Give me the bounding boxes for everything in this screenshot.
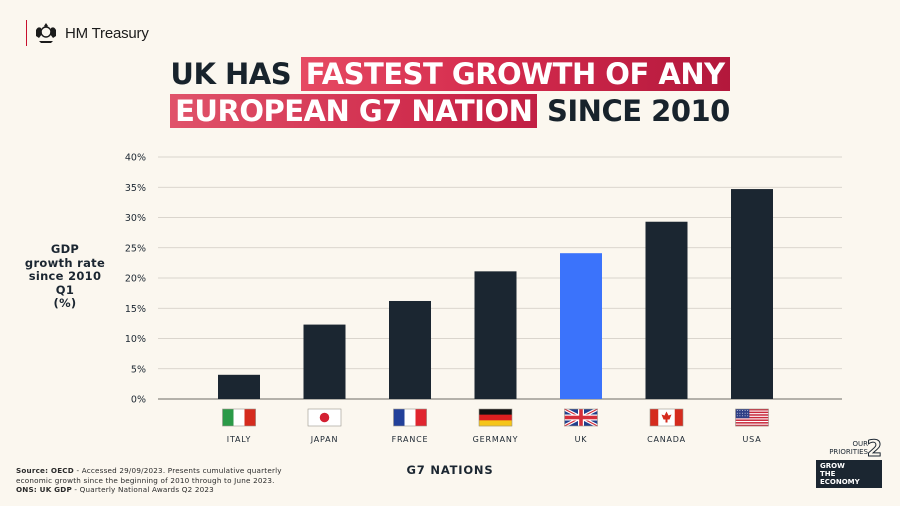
- x-tick-label: FRANCE: [392, 435, 429, 444]
- x-tick-label: CANADA: [647, 435, 686, 444]
- badge-line: GROW: [820, 462, 845, 470]
- japan-flag-icon: [307, 408, 342, 427]
- x-tick-label: JAPAN: [310, 435, 338, 444]
- y-tick-label: 5%: [131, 364, 146, 375]
- title-line2-highlight: EUROPEAN G7 NATION: [170, 94, 538, 128]
- bar-germany: [474, 271, 517, 399]
- x-axis-label: G7 NATIONS: [406, 463, 494, 477]
- priorities-badge: OUR PRIORITIES 2 GROW THE ECONOMY: [816, 437, 883, 488]
- badge-line: THE: [820, 470, 836, 478]
- bar-japan: [303, 324, 346, 399]
- x-tick-label: ITALY: [227, 435, 251, 444]
- bar-italy: [218, 374, 260, 399]
- title-line1-plain: UK HAS: [170, 57, 292, 91]
- badge-heading-line: PRIORITIES: [829, 448, 868, 456]
- y-tick-label: 40%: [125, 153, 146, 164]
- y-axis-label: GDP growth rate since 2010 Q1 (%): [20, 242, 110, 311]
- brand-name: HM Treasury: [65, 24, 149, 42]
- bar-uk: [560, 253, 602, 399]
- ons-text: - Quarterly National Awards Q2 2023: [71, 485, 214, 495]
- y-tick-label: 15%: [125, 304, 146, 315]
- source-text: - Accessed 29/09/2023. Presents cumulati…: [16, 466, 282, 485]
- uk-flag-icon: [563, 407, 599, 428]
- x-tick-label: GERMANY: [473, 435, 519, 444]
- title-line1-highlight: FASTEST GROWTH OF ANY: [300, 57, 730, 91]
- y-axis-label-line: GDP: [50, 242, 80, 256]
- page-title: UK HAS FASTEST GROWTH OF ANY EUROPEAN G7…: [0, 56, 900, 130]
- italy-flag-icon: [222, 408, 256, 427]
- badge-number: 2: [866, 437, 882, 462]
- y-axis-label-line: growth rate: [24, 255, 106, 270]
- y-axis-label-line: since 2010 Q1: [28, 269, 102, 297]
- france-flag-icon: [393, 408, 427, 427]
- badge-heading: OUR PRIORITIES: [829, 440, 868, 456]
- y-axis-label-line: (%): [53, 296, 77, 310]
- y-tick-label: 35%: [125, 183, 146, 194]
- usa-flag-icon: [735, 408, 769, 427]
- germany-flag-icon: [478, 408, 513, 427]
- bar-canada: [645, 221, 688, 399]
- canada-flag-icon: [649, 408, 684, 427]
- y-tick-label: 0%: [131, 395, 146, 406]
- royal-crest-icon: [36, 23, 56, 43]
- source-note: Source: OECD - Accessed 29/09/2023. Pres…: [16, 466, 316, 495]
- badge-line: ECONOMY: [820, 478, 860, 486]
- y-tick-label: 10%: [125, 334, 146, 345]
- x-tick-label: USA: [743, 435, 762, 444]
- x-tick-label: UK: [575, 435, 588, 444]
- ons-label: ONS: UK GDP: [16, 485, 72, 495]
- bar-usa: [731, 189, 773, 399]
- badge-heading-line: OUR: [852, 440, 869, 448]
- y-tick-label: 30%: [125, 213, 146, 224]
- source-label: Source: OECD: [16, 466, 74, 475]
- y-tick-label: 20%: [125, 274, 146, 285]
- title-line2-plain: SINCE 2010: [547, 94, 730, 128]
- badge-box: GROW THE ECONOMY: [816, 460, 882, 488]
- y-tick-label: 25%: [125, 243, 146, 254]
- hm-treasury-logo: HM Treasury: [26, 20, 149, 46]
- bar-france: [389, 300, 431, 399]
